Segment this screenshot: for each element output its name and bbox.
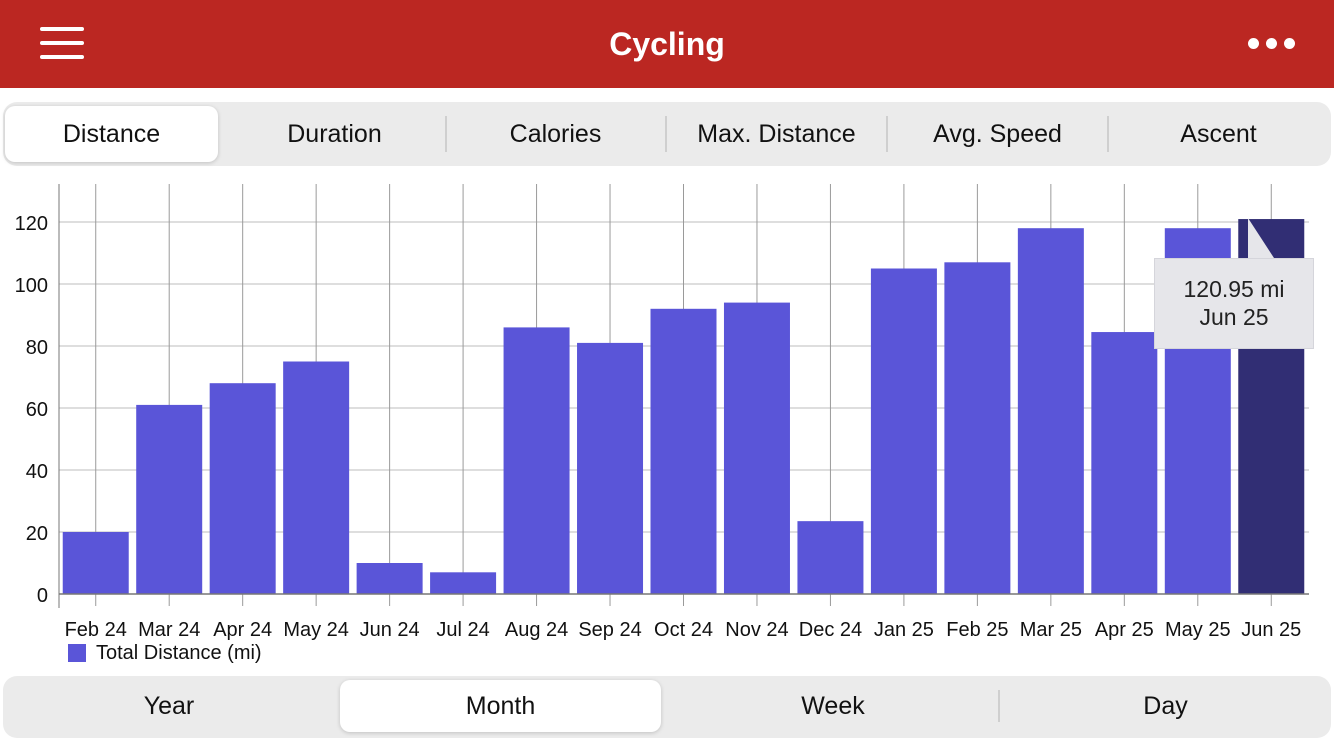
- x-tick-label: Apr 24: [213, 619, 272, 640]
- bar-may-24: [283, 361, 350, 594]
- x-tick-label: Jul 24: [436, 619, 489, 640]
- tab-divider: [445, 116, 447, 152]
- y-tick-label: 80: [26, 337, 48, 359]
- bar-jul-24: [430, 572, 497, 594]
- tab-ascent[interactable]: Ascent: [1180, 120, 1257, 148]
- bar-nov-24: [723, 302, 790, 594]
- tab-duration[interactable]: Duration: [287, 120, 382, 148]
- distance-bar-chart: 0 20 40 60 80 100 120 Feb 24 Mar 24 Apr 24 May 24 J…: [15, 184, 1309, 640]
- y-tick-label: 60: [26, 399, 48, 421]
- legend-label: Total Distance (mi): [96, 642, 262, 664]
- bar-apr-24: [209, 383, 276, 594]
- top-bar: Cycling: [0, 0, 1334, 88]
- chart-tooltip: 120.95 mi Jun 25: [1154, 258, 1314, 349]
- more-options-icon[interactable]: [1248, 34, 1296, 52]
- bar-mar-25: [1017, 228, 1084, 594]
- period-tab-week[interactable]: Week: [801, 692, 865, 720]
- x-tick-label: May 25: [1165, 619, 1231, 640]
- y-tick-label: 120: [15, 213, 48, 235]
- bar-oct-24: [650, 308, 717, 594]
- tab-divider: [1107, 116, 1109, 152]
- x-tick-label: Jun 25: [1241, 619, 1301, 640]
- x-tick-label: Feb 25: [946, 619, 1008, 640]
- bar-feb-25: [944, 262, 1011, 594]
- tooltip-date: Jun 25: [1199, 304, 1269, 330]
- x-tick-label: Mar 24: [138, 619, 200, 640]
- tab-max-distance[interactable]: Max. Distance: [697, 120, 856, 148]
- bar-sep-24: [577, 342, 644, 594]
- bar-aug-24: [503, 327, 570, 594]
- x-tick-label: Oct 24: [654, 619, 713, 640]
- tab-divider: [665, 116, 667, 152]
- bar-apr-25: [1091, 332, 1158, 594]
- y-tick-label: 40: [26, 461, 48, 483]
- y-tick-label: 20: [26, 523, 48, 545]
- page-title: Cycling: [609, 26, 725, 62]
- y-tick-label: 0: [37, 585, 48, 607]
- x-tick-label: Jan 25: [874, 619, 934, 640]
- bar-dec-24: [797, 521, 864, 594]
- period-tab-month[interactable]: Month: [340, 680, 661, 732]
- y-tick-label: 100: [15, 275, 48, 297]
- tab-avg-speed[interactable]: Avg. Speed: [933, 120, 1062, 148]
- bar-feb-24: [62, 532, 129, 594]
- x-tick-label: Apr 25: [1095, 619, 1154, 640]
- hamburger-menu-icon[interactable]: [40, 27, 84, 60]
- metric-tab-bar: [3, 102, 1331, 166]
- x-tick-label: Aug 24: [505, 619, 568, 640]
- bar-jun-24: [356, 563, 423, 594]
- legend-swatch: [68, 644, 86, 662]
- bar-mar-24: [136, 404, 203, 594]
- x-tick-label: Feb 24: [65, 619, 127, 640]
- x-tick-label: Jun 24: [360, 619, 420, 640]
- period-tab-year[interactable]: Year: [143, 692, 195, 720]
- x-tick-label: May 24: [283, 619, 349, 640]
- period-tab-day[interactable]: Day: [1143, 692, 1188, 720]
- tab-calories[interactable]: Calories: [509, 120, 602, 148]
- bar-jan-25: [870, 268, 937, 594]
- x-tick-label: Sep 24: [578, 619, 641, 640]
- period-tab-bar: [3, 676, 1331, 738]
- x-tick-label: Nov 24: [725, 619, 788, 640]
- x-tick-label: Dec 24: [799, 619, 862, 640]
- tab-distance[interactable]: Distance: [5, 106, 218, 162]
- tooltip-value: 120.95 mi: [1183, 276, 1285, 302]
- tab-divider: [998, 690, 1000, 722]
- x-tick-label: Mar 25: [1020, 619, 1082, 640]
- tab-divider: [886, 116, 888, 152]
